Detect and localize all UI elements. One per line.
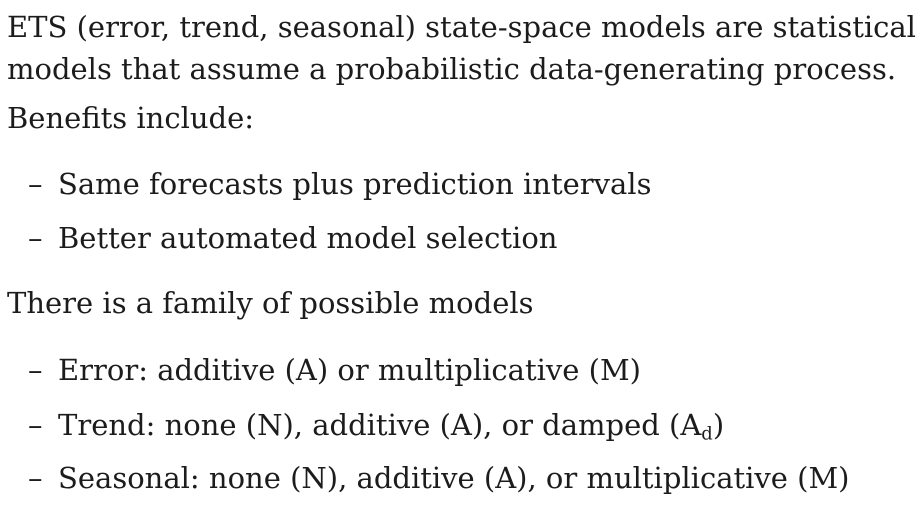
benefit-item-prediction-intervals: – Same forecasts plus prediction interval… (28, 167, 651, 201)
benefit-item-model-selection: – Better automated model selection (28, 221, 557, 255)
bullet-dash: – (28, 353, 43, 387)
model-trend-close: ) (712, 408, 725, 442)
model-seasonal-text: Seasonal: none (N), additive (A), or mul… (58, 461, 850, 495)
model-item-seasonal: – Seasonal: none (N), additive (A), or mu… (28, 461, 850, 495)
model-error-text: Error: additive (A) or multiplicative (M… (58, 353, 641, 387)
family-heading: There is a family of possible models (7, 286, 534, 320)
bullet-dash: – (28, 221, 43, 255)
intro-line-3: Benefits include: (7, 101, 255, 135)
intro-line-2: models that assume a probabilistic data-… (7, 52, 897, 86)
bullet-dash: – (28, 167, 43, 201)
benefit-text: Better automated model selection (58, 221, 558, 255)
model-trend-text: Trend: none (N), additive (A), or damped… (58, 408, 702, 442)
damped-subscript: d (701, 423, 713, 445)
model-item-trend: – Trend: none (N), additive (A), or dampe… (28, 408, 725, 445)
bullet-dash: – (28, 461, 43, 495)
benefit-text: Same forecasts plus prediction intervals (58, 167, 652, 201)
bullet-dash: – (28, 408, 43, 442)
model-item-error: – Error: additive (A) or multiplicative (… (28, 353, 641, 387)
intro-line-1: ETS (error, trend, seasonal) state-space… (7, 10, 916, 44)
